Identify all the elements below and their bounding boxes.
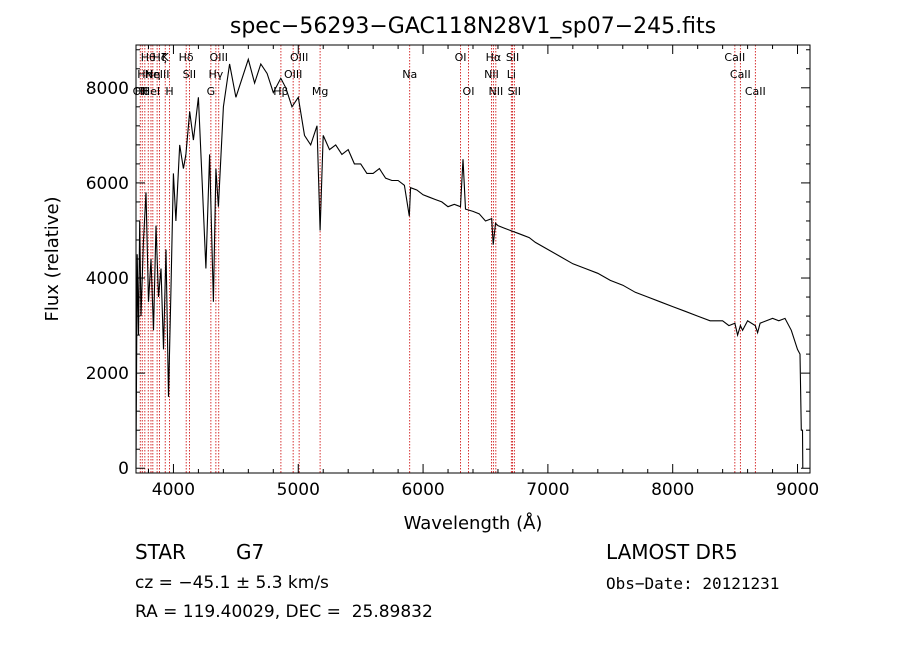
line-marker-label: Hδ (179, 51, 194, 64)
survey-name: LAMOST DR5 (606, 540, 738, 564)
x-tick-label: 5000 (277, 480, 320, 500)
observation-date: Obs−Date: 20121231 (606, 574, 780, 593)
line-marker-label: SII (508, 85, 521, 98)
line-marker-label: CaII (730, 68, 751, 81)
line-marker-label: SII (506, 51, 519, 64)
x-tick-label: 8000 (651, 480, 694, 500)
object-class: STAR (135, 540, 186, 564)
line-marker-label: H (165, 85, 173, 98)
line-marker-label: Hβ (273, 85, 288, 98)
line-marker-label: Hα (486, 51, 502, 64)
line-marker-label: G (207, 85, 216, 98)
y-tick-label: 2000 (86, 364, 129, 384)
line-marker-label: NeIII (145, 68, 170, 81)
x-tick-label: 7000 (526, 480, 569, 500)
line-marker-label: NII (488, 85, 503, 98)
line-marker-label: K (162, 51, 170, 64)
chart-title: spec−56293−GAC118N28V1_sp07−245.fits (230, 14, 716, 39)
line-marker-label: HeI (142, 85, 160, 98)
line-marker-label: Hζ (152, 51, 166, 64)
line-marker-label: Hγ (208, 68, 223, 81)
object-subclass: G7 (236, 540, 265, 564)
line-marker-label: OIII (284, 68, 302, 81)
line-marker-label: OIII (290, 51, 308, 64)
line-marker-label: CaII (745, 85, 766, 98)
radial-velocity: cz = −45.1 ± 5.3 km/s (135, 573, 329, 593)
x-tick-label: 4000 (152, 480, 195, 500)
tick-labels: 4000 5000 6000 7000 8000 9000 0 2000 4000 6000 800… (86, 79, 819, 500)
y-axis-label: Flux (relative) (42, 196, 63, 321)
x-axis-label: Wavelength (Å) (404, 512, 543, 534)
axis-ticks (136, 45, 810, 473)
line-marker-label: Hθ (141, 51, 156, 64)
line-marker-label: Na (402, 68, 417, 81)
line-marker-label: Hη (145, 68, 160, 81)
y-tick-label: 0 (118, 459, 129, 479)
y-tick-label: 4000 (86, 269, 129, 289)
line-marker-label: SII (183, 68, 196, 81)
line-marker-label: Li (507, 68, 516, 81)
line-marker-label: CaII (724, 51, 745, 64)
x-tick-label: 9000 (776, 480, 819, 500)
line-marker-label: NII (484, 68, 499, 81)
spectrum-line (135, 57, 804, 469)
y-tick-label: 8000 (86, 79, 129, 99)
line-marker-label: OI (463, 85, 475, 98)
line-marker-label: OI (455, 51, 467, 64)
y-tick-label: 6000 (86, 174, 129, 194)
x-tick-label: 6000 (401, 480, 444, 500)
line-marker-label: OIII (210, 51, 228, 64)
coordinates: RA = 119.40029, DEC = 25.89832 (135, 602, 433, 622)
plot-frame (135, 44, 811, 474)
line-markers (139, 45, 756, 473)
line-marker-label: Hh (137, 68, 152, 81)
line-marker-label: Mg (312, 85, 328, 98)
